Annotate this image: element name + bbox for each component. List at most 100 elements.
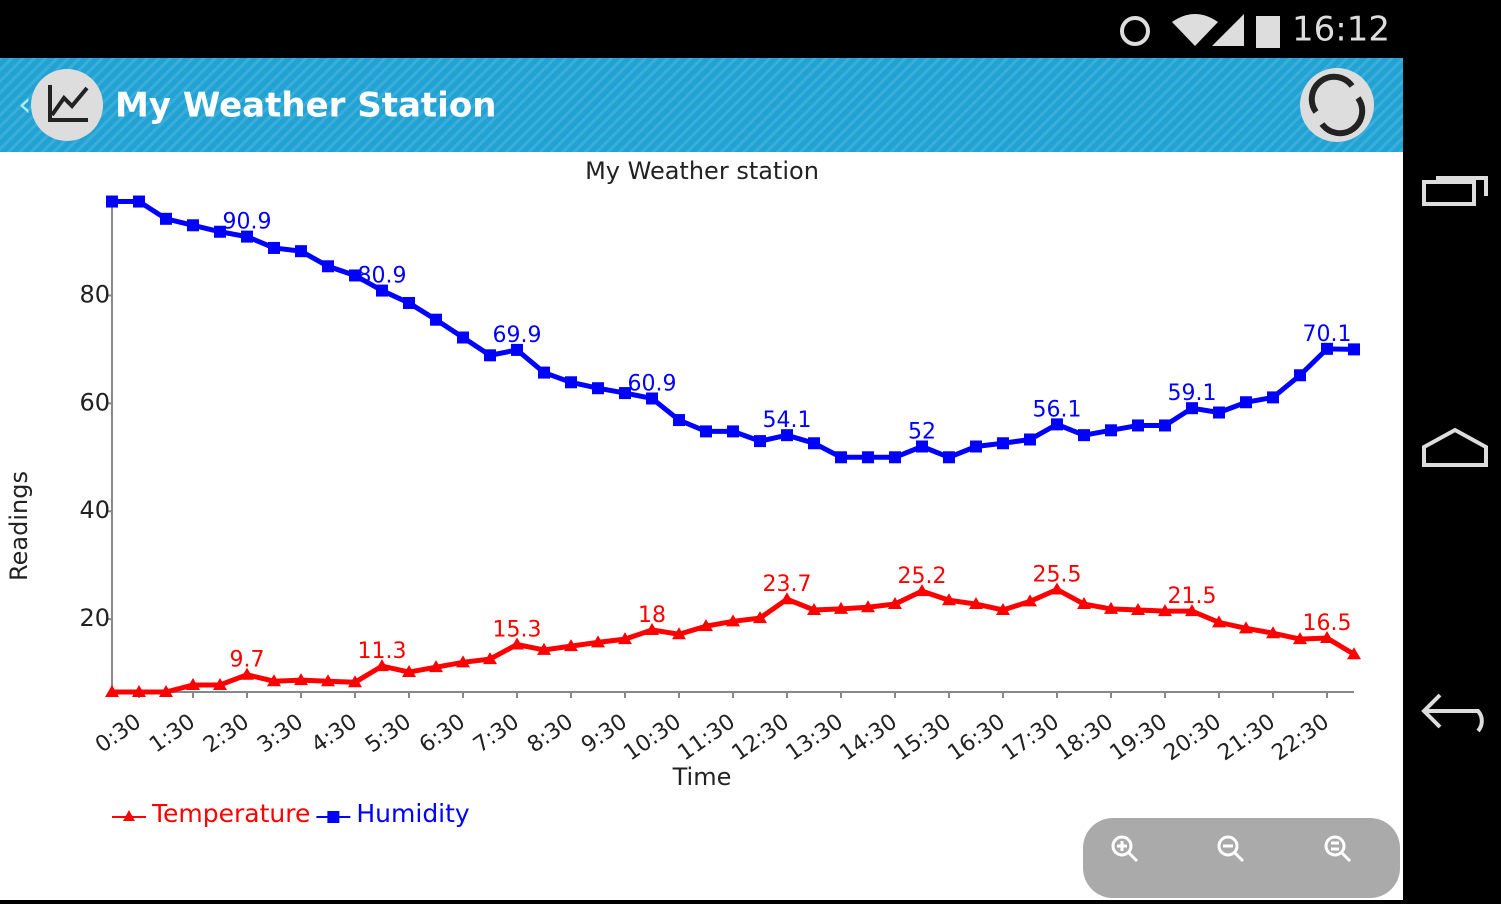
recents-button[interactable] (1422, 180, 1476, 206)
y-tick-label: 60 (79, 388, 110, 416)
data-point (160, 212, 172, 225)
back-arrow: ‹ (18, 85, 32, 125)
data-point (1266, 626, 1280, 639)
data-point (268, 241, 280, 254)
data-point (889, 451, 901, 464)
data-point (456, 655, 470, 668)
data-point (1077, 597, 1091, 610)
data-point (132, 685, 146, 697)
legend-label: Temperature (151, 799, 310, 828)
data-point (294, 673, 308, 686)
data-point (754, 435, 766, 448)
data-point (106, 195, 118, 208)
data-point (241, 230, 253, 243)
data-point (997, 437, 1009, 450)
data-point (1185, 604, 1199, 617)
y-tick-label: 80 (79, 280, 110, 308)
data-point (1051, 418, 1063, 431)
chart-title: My Weather station (585, 157, 819, 185)
value-label: 21.5 (1168, 584, 1217, 609)
status-icons (1120, 14, 1280, 48)
data-point (753, 611, 767, 624)
zoom-reset-button[interactable] (1324, 835, 1352, 863)
data-point (1240, 396, 1252, 409)
data-point (403, 296, 415, 309)
data-point (1347, 647, 1361, 660)
legend-marker (123, 810, 135, 821)
data-point (295, 245, 307, 258)
content (0, 152, 1403, 900)
data-point (1024, 433, 1036, 446)
status-time: 16:12 (1292, 10, 1390, 50)
value-label: 90.9 (223, 210, 272, 235)
data-point (1186, 402, 1198, 415)
data-point (834, 601, 848, 614)
data-point (591, 635, 605, 648)
data-point (375, 659, 389, 672)
y-tick-label: 40 (79, 496, 110, 524)
data-point (1293, 632, 1307, 645)
zoom-out-button[interactable] (1217, 835, 1245, 863)
value-label: 9.7 (230, 648, 265, 673)
data-point (133, 195, 145, 208)
app-bar (0, 58, 1403, 152)
data-point (942, 593, 956, 606)
data-point (213, 677, 227, 690)
data-point (348, 675, 362, 688)
data-point (1105, 424, 1117, 437)
legend-label: Humidity (356, 799, 470, 828)
data-point (916, 440, 928, 453)
data-point (537, 642, 551, 655)
data-point (1212, 615, 1226, 628)
data-point (349, 269, 361, 282)
app-icon[interactable]: ‹ (18, 69, 103, 141)
data-point (807, 602, 821, 615)
data-point (618, 632, 632, 645)
zoom-controls (1083, 818, 1400, 898)
data-point (321, 674, 335, 687)
data-point (483, 652, 497, 665)
zoom-in-button[interactable] (1111, 835, 1139, 863)
data-point (1267, 391, 1279, 404)
data-point (862, 451, 874, 464)
data-point (1321, 342, 1333, 355)
data-point (645, 622, 659, 635)
data-point (673, 414, 685, 427)
value-label: 56.1 (1033, 397, 1082, 422)
data-point (1104, 601, 1118, 614)
data-point (376, 284, 388, 297)
x-axis-label: Time (672, 763, 732, 791)
data-point (780, 592, 794, 605)
data-point (1023, 594, 1037, 607)
value-label: 80.9 (358, 264, 407, 289)
data-point (1078, 429, 1090, 442)
data-point (429, 660, 443, 673)
data-point (943, 451, 955, 464)
value-label: 25.5 (1033, 562, 1082, 587)
legend-marker (327, 811, 340, 823)
value-label: 23.7 (763, 572, 812, 597)
value-label: 11.3 (358, 639, 407, 664)
data-point (1158, 604, 1172, 617)
data-point (565, 376, 577, 389)
nav-bar (1421, 176, 1488, 733)
data-point (1239, 621, 1253, 634)
refresh-button[interactable] (1300, 68, 1374, 142)
data-point (699, 619, 713, 632)
data-point (700, 425, 712, 438)
home-button[interactable] (1422, 427, 1488, 467)
data-point (186, 677, 200, 690)
data-point (1050, 582, 1064, 595)
app-title: My Weather Station (115, 86, 496, 126)
data-point (1131, 602, 1145, 615)
data-point (969, 597, 983, 610)
data-point (672, 627, 686, 640)
data-point (1159, 419, 1171, 432)
data-point (915, 584, 929, 597)
data-point (861, 600, 875, 613)
data-point (105, 685, 119, 697)
value-label: 18 (638, 603, 666, 628)
back-button[interactable] (1421, 693, 1484, 733)
